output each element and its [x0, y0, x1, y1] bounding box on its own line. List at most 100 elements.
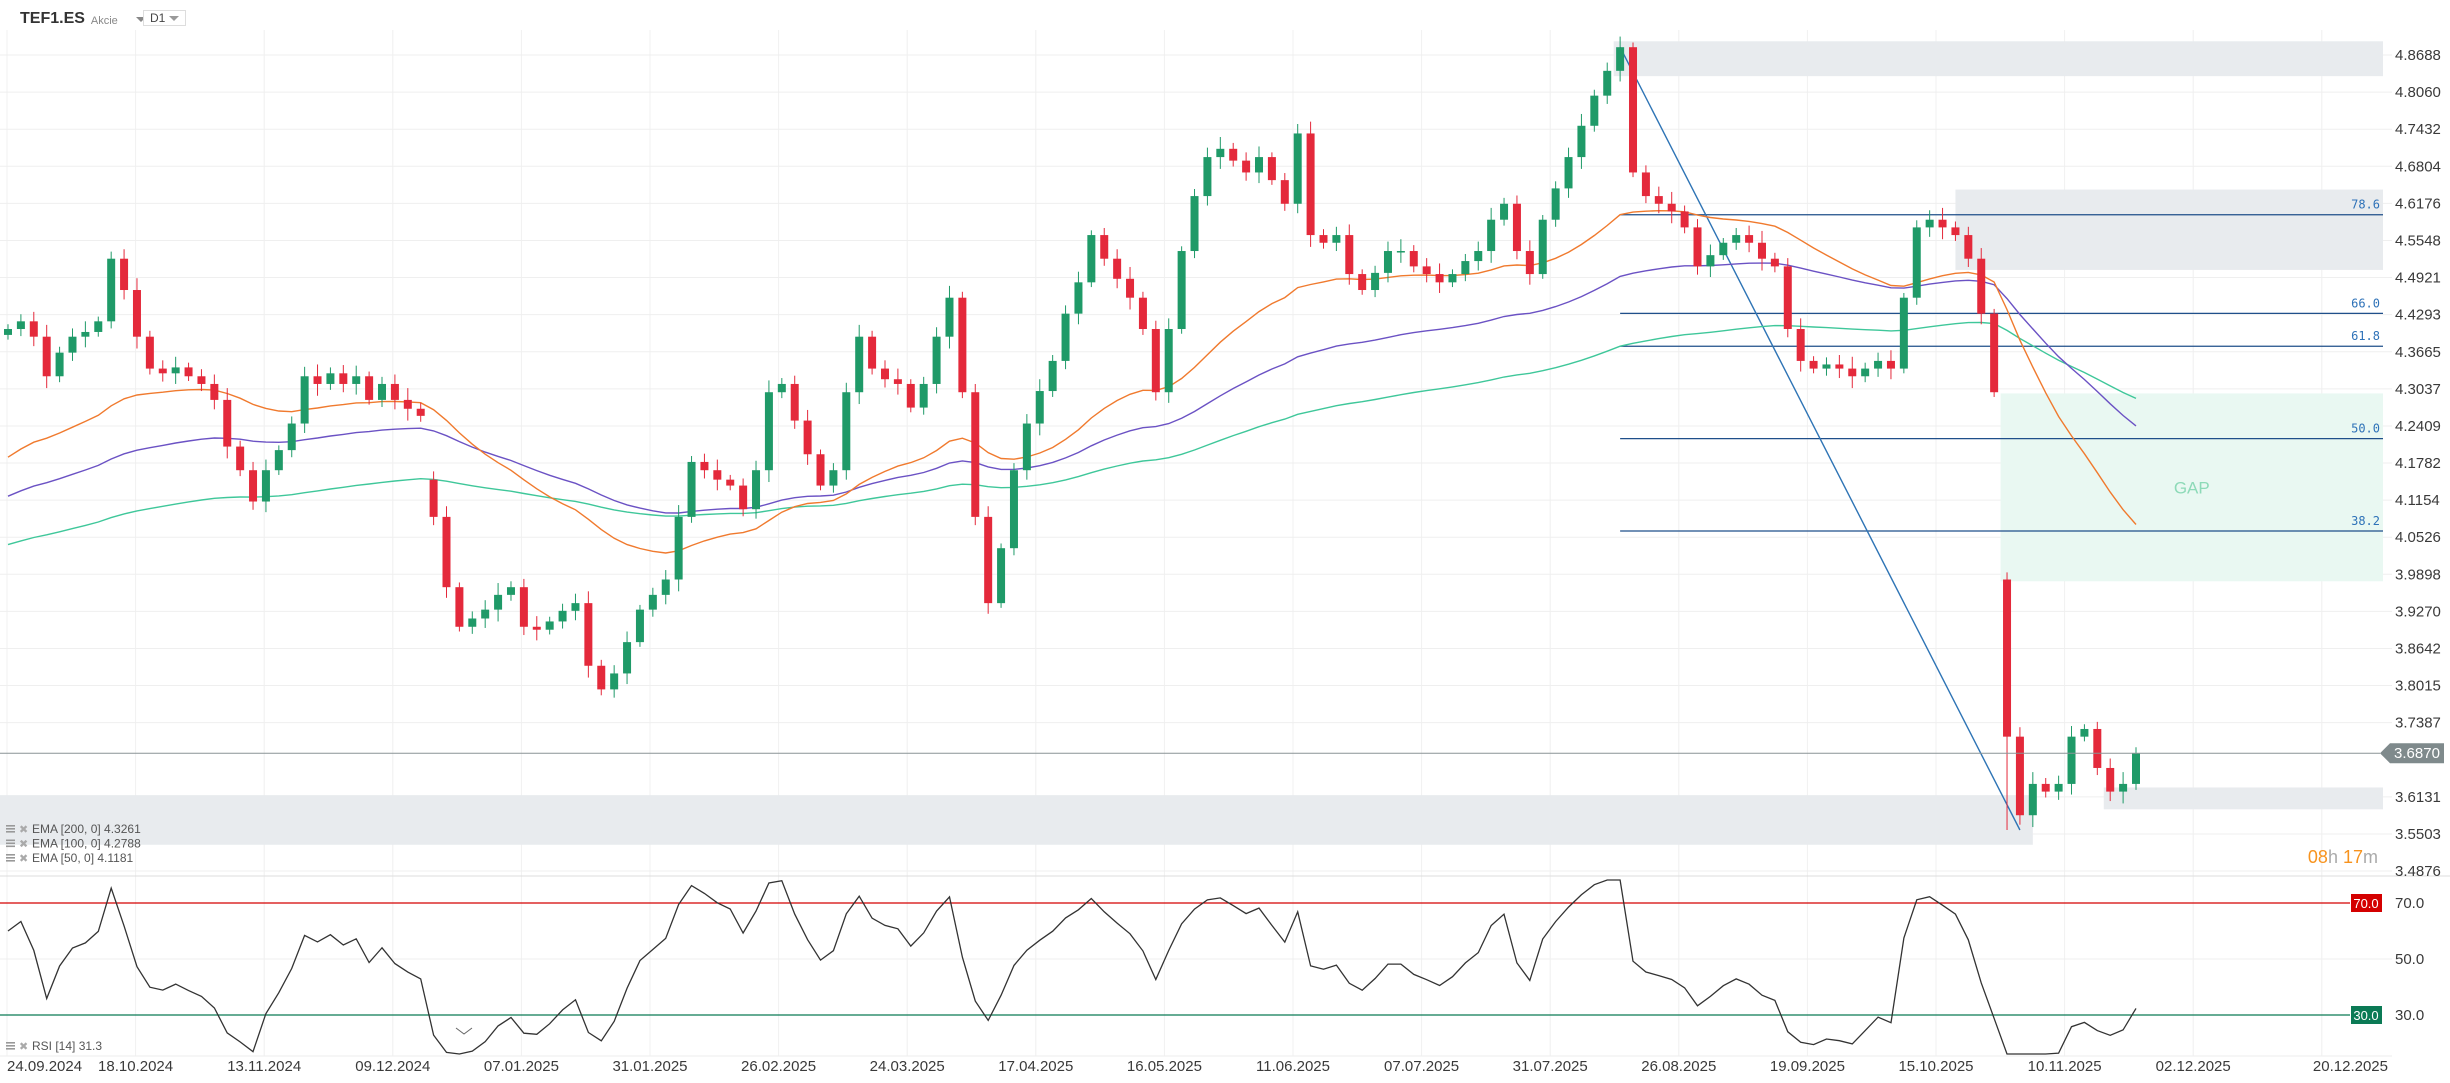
- candle-body: [958, 297, 967, 393]
- candle-body: [1680, 211, 1689, 228]
- candle-body: [1590, 95, 1599, 126]
- candle: [2080, 724, 2089, 742]
- candle: [1899, 292, 1908, 374]
- candle-body: [468, 618, 477, 627]
- candle: [16, 314, 25, 337]
- candle-body: [919, 383, 928, 408]
- candle: [1229, 142, 1238, 167]
- symbol-selector[interactable]: TEF1.ES Akcie: [20, 10, 146, 28]
- candle-body: [403, 399, 412, 409]
- price-axis-label: 4.4921: [2395, 270, 2441, 287]
- candle: [1100, 227, 1109, 266]
- countdown-h: h: [2328, 847, 2338, 867]
- candle-body: [1874, 360, 1883, 369]
- candle-body: [739, 485, 748, 510]
- candle: [1500, 197, 1509, 226]
- rsi-legend-label: RSI [14] 31.3: [32, 1039, 102, 1053]
- candle: [2015, 727, 2024, 825]
- date-axis-label: 18.10.2024: [98, 1058, 173, 1075]
- candle-body: [197, 376, 206, 384]
- timeframe-select[interactable]: D1: [143, 10, 186, 26]
- candle-body: [1861, 368, 1870, 377]
- remove-indicator-icon[interactable]: ✖: [19, 1041, 28, 1053]
- settings-icon-bar: [6, 1048, 15, 1050]
- candle-body: [1267, 157, 1276, 181]
- candle-body: [2041, 783, 2050, 792]
- candle-body: [1422, 266, 1431, 275]
- candle: [1293, 124, 1302, 214]
- price-axis-label: 3.4876: [2395, 863, 2441, 880]
- candle: [287, 416, 296, 458]
- indicator-settings-icon[interactable]: [6, 854, 15, 862]
- candle: [42, 324, 51, 389]
- pane-collapse-chevron-icon[interactable]: [455, 1027, 473, 1035]
- price-axis-label: 4.0526: [2395, 529, 2441, 546]
- ema-line: [7, 262, 2137, 514]
- candle: [1874, 352, 1883, 377]
- candle: [1886, 350, 1895, 380]
- candle: [713, 459, 722, 491]
- candle-body: [1925, 219, 1934, 228]
- candle-body: [1306, 133, 1315, 236]
- candle-body: [906, 383, 915, 408]
- rsi-settings-icon[interactable]: [6, 1042, 15, 1050]
- candle: [468, 611, 477, 634]
- candle: [184, 362, 193, 381]
- candle-body: [532, 626, 541, 630]
- price-axis-label: 4.4293: [2395, 307, 2441, 324]
- remove-indicator-icon[interactable]: ✖: [19, 839, 28, 851]
- candle-body: [416, 408, 425, 416]
- candle: [1190, 188, 1199, 259]
- candle-body: [145, 336, 154, 369]
- price-axis-label: 3.6131: [2395, 789, 2441, 806]
- candle: [984, 506, 993, 614]
- candle: [1990, 308, 1999, 397]
- candle-body: [1474, 251, 1483, 262]
- remove-indicator-icon[interactable]: ✖: [19, 853, 28, 865]
- candle: [158, 360, 167, 382]
- candle: [2041, 778, 2050, 798]
- rsi-level-tag-label: 30.0: [2353, 1008, 2378, 1023]
- candle-body: [1293, 133, 1302, 204]
- candle-body: [1164, 329, 1173, 393]
- candle: [494, 583, 503, 622]
- candle: [532, 616, 541, 641]
- candle-body: [713, 470, 722, 480]
- candle-body: [352, 376, 361, 384]
- candle: [1551, 181, 1560, 227]
- date-axis-label: 07.01.2025: [484, 1058, 559, 1075]
- candle: [416, 402, 425, 422]
- candle-body: [300, 376, 309, 424]
- candle: [1138, 291, 1147, 335]
- candle: [132, 278, 141, 349]
- candle-body: [1770, 258, 1779, 267]
- settings-icon-bar: [6, 854, 15, 856]
- candle: [932, 327, 941, 394]
- candle-body: [842, 392, 851, 471]
- rsi-axis-label: 50.0: [2395, 951, 2424, 968]
- candle: [1487, 207, 1496, 263]
- candle-body: [880, 368, 889, 380]
- candle: [906, 379, 915, 413]
- candle: [1629, 42, 1638, 178]
- candle-body: [1383, 251, 1392, 273]
- price-axis-label: 4.7432: [2395, 121, 2441, 138]
- candle-body: [1693, 227, 1702, 267]
- indicator-settings-icon[interactable]: [6, 825, 15, 833]
- candle: [29, 311, 38, 347]
- candle: [261, 459, 270, 513]
- rsi-level-tag: [2351, 894, 2382, 912]
- candles: [4, 36, 2140, 830]
- candle-body: [4, 329, 12, 335]
- candle-body: [1216, 148, 1225, 158]
- indicator-settings-icon[interactable]: [6, 839, 15, 848]
- date-axis-label: 24.09.2024: [7, 1058, 82, 1075]
- candle: [1925, 210, 1934, 237]
- remove-indicator-icon[interactable]: ✖: [19, 824, 28, 836]
- candle: [4, 324, 12, 340]
- candle-body: [1435, 274, 1444, 283]
- price-axis-label: 3.8642: [2395, 641, 2441, 658]
- price-axis-label: 4.3037: [2395, 381, 2441, 398]
- settings-icon-bar: [6, 831, 15, 833]
